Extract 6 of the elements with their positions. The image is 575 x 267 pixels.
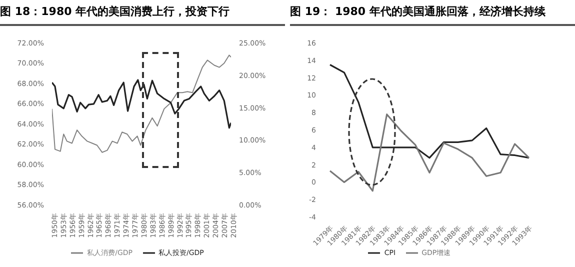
chart-title: 图 18：1980 年代的美国消费上行，投资下行 — [0, 0, 285, 26]
chart-title: 图 19： 1980 年代的美国通胀回落，经济增长持续 — [290, 0, 575, 26]
line-series — [52, 54, 231, 153]
line-series — [329, 64, 530, 159]
line-series — [52, 79, 231, 129]
line-series — [329, 114, 530, 192]
